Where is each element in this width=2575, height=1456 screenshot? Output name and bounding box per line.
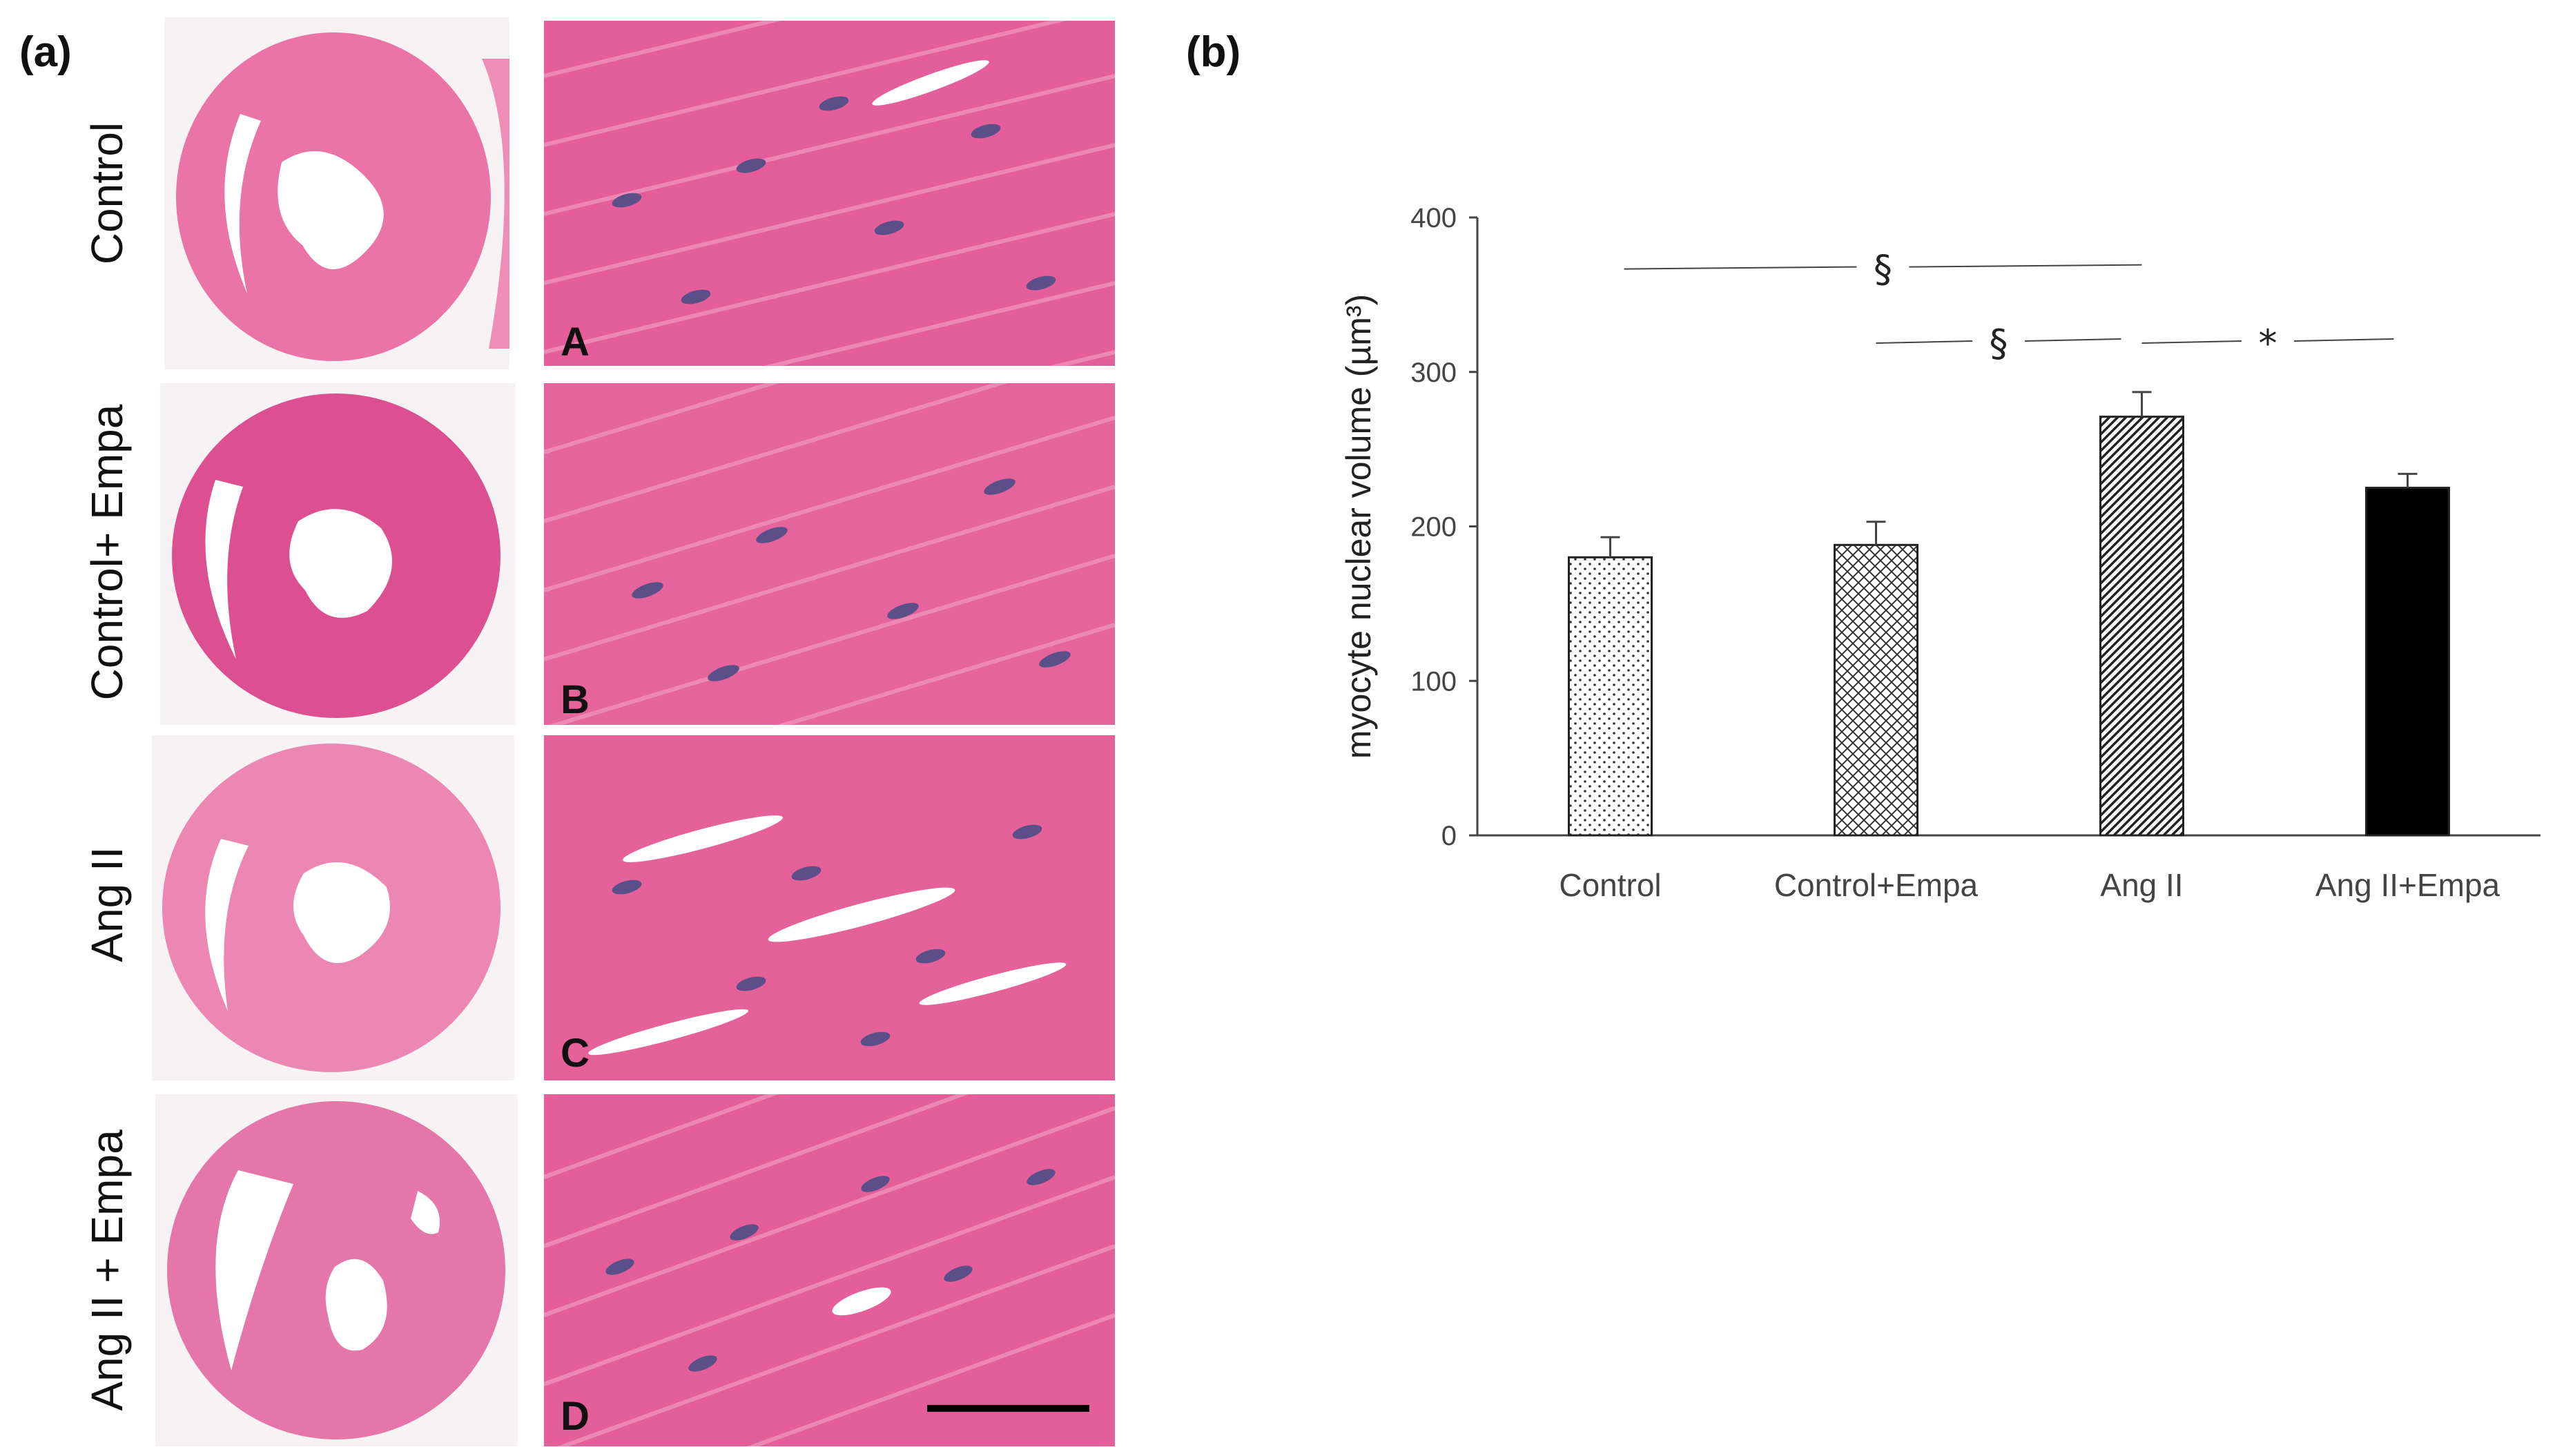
significance-line-left xyxy=(2141,340,2242,344)
x-tick-label: Ang II xyxy=(2100,867,2183,903)
y-tick-label: 400 xyxy=(1410,203,1457,233)
micrograph-ang2 xyxy=(544,735,1115,1080)
bar-2 xyxy=(1834,543,1918,837)
significance-line-right xyxy=(2024,338,2121,342)
heart-section-control xyxy=(164,17,509,369)
heart-section-ang2-empa xyxy=(155,1094,518,1446)
micrograph-control-empa xyxy=(544,383,1115,725)
significance-symbol: * xyxy=(2259,322,2277,365)
heart-section-ang2 xyxy=(152,735,514,1080)
panel-b-label: (b) xyxy=(1186,28,1241,76)
x-tick-label: Control xyxy=(1559,867,1661,903)
nuclear-volume-chart: 0 100 200 300 400 myocyte nuclear volume (µm³… xyxy=(1339,203,2540,903)
x-tick-label: Control+Empa xyxy=(1774,867,1979,903)
micrograph-ang2-empa xyxy=(544,1094,1115,1446)
row-label-control-empa: Control+ Empa xyxy=(82,404,132,701)
row-label-ang2: Ang II xyxy=(82,846,132,962)
significance-line-right xyxy=(2293,338,2394,342)
row-label-ang2-empa: Ang II + Empa xyxy=(82,1129,132,1411)
y-tick-label: 100 xyxy=(1410,666,1457,697)
heart-section-control-empa xyxy=(160,383,516,725)
micrograph-control xyxy=(544,21,1115,366)
micrograph-letter-c: C xyxy=(561,1031,590,1076)
significance-line-right xyxy=(1909,264,2142,268)
bar-1 xyxy=(1568,556,1653,837)
micrograph-letter-a: A xyxy=(561,320,590,365)
x-tick-label: Ang II+Empa xyxy=(2315,867,2500,903)
bar-4 xyxy=(2365,487,2450,837)
panel-a-label: (a) xyxy=(19,28,72,76)
micrograph-letter-b: B xyxy=(561,677,590,722)
scale-bar xyxy=(927,1405,1089,1412)
significance-line-left xyxy=(1876,340,1973,344)
row-label-control: Control xyxy=(82,122,132,265)
bar-3 xyxy=(2099,416,2184,837)
micrograph-letter-d: D xyxy=(561,1394,590,1439)
significance-symbol: § xyxy=(1990,322,2008,365)
y-tick-label: 300 xyxy=(1410,358,1457,388)
y-tick-label: 200 xyxy=(1410,512,1457,543)
y-tick-label: 0 xyxy=(1441,821,1457,851)
significance-symbol: § xyxy=(1874,248,1892,291)
y-axis-label: myocyte nuclear volume (µm³) xyxy=(1339,294,1378,759)
significance-line-left xyxy=(1624,266,1857,270)
